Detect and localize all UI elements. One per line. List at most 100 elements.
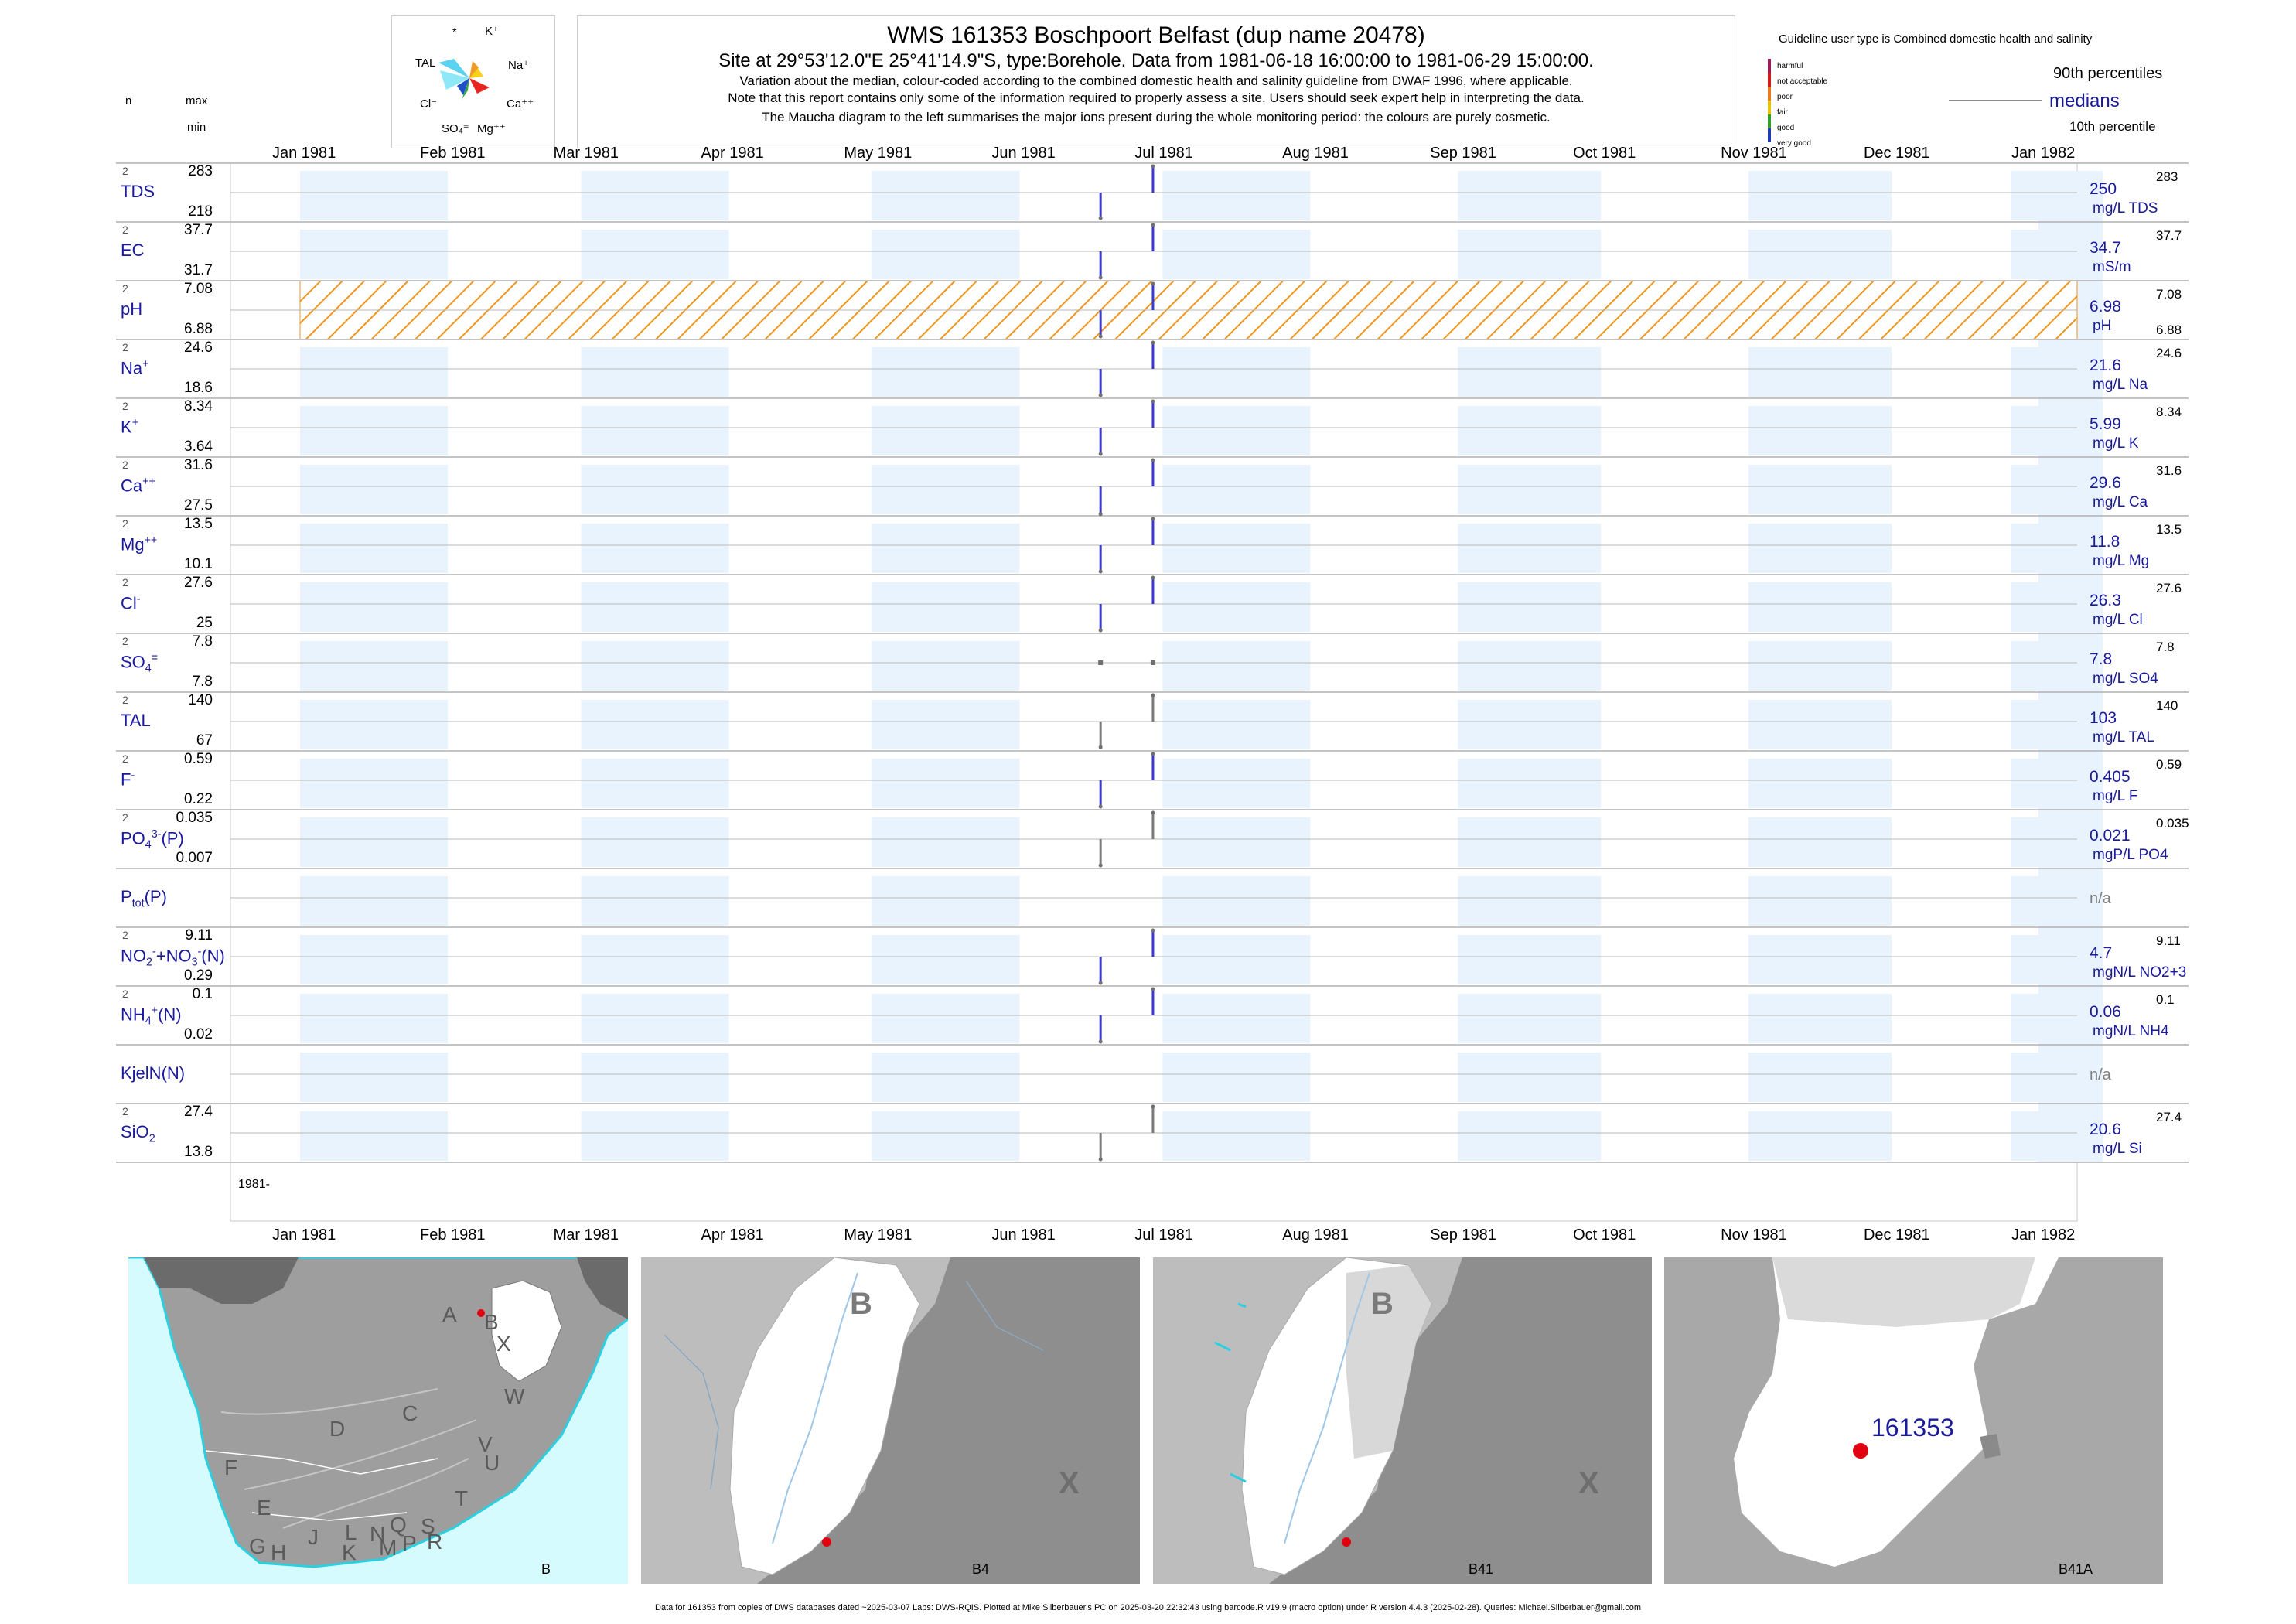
- series-unit: mgN/L NH4: [2093, 1023, 2169, 1039]
- month-shade: [2011, 230, 2077, 279]
- series-min: 13.8: [184, 1144, 213, 1160]
- series-max-right: 140: [2156, 698, 2178, 713]
- report-subtitle: Site at 29°53'12.0"E 25°41'14.9"S, type:…: [718, 50, 1594, 71]
- series-unit: mg/L TAL: [2093, 729, 2154, 745]
- month-shade: [872, 465, 1020, 514]
- panel-label: Ptot(P): [121, 887, 167, 910]
- series-min: 0.29: [184, 967, 213, 984]
- series-min: 10.1: [184, 556, 213, 572]
- series-max-right: 7.8: [2156, 640, 2175, 654]
- map3-caption: B41: [1469, 1561, 1494, 1577]
- map3-letter-x: X: [1578, 1466, 1599, 1500]
- month-shade: [1748, 582, 1892, 632]
- series-median: 34.7: [2090, 239, 2121, 257]
- series-median: 0.021: [2090, 827, 2131, 844]
- sample-point: [1098, 660, 1104, 665]
- month-shade: [581, 700, 729, 749]
- month-shade: [300, 700, 449, 749]
- month-shade: [2011, 994, 2077, 1043]
- series-median: 250: [2090, 180, 2117, 198]
- series-median: 21.6: [2090, 357, 2121, 374]
- map-b4: B X B4: [641, 1257, 1140, 1584]
- series-max-right: 24.6: [2156, 346, 2182, 360]
- sample-point: [1151, 693, 1155, 698]
- series-max: 7.08: [184, 281, 213, 297]
- map-region-letter: T: [455, 1486, 469, 1510]
- map1-caption: B: [541, 1561, 551, 1577]
- month-shade: [581, 817, 729, 867]
- month-shade: [1162, 347, 1311, 397]
- panel-label: NO2-+NO3-(N): [121, 946, 225, 969]
- panel-label: F-: [121, 769, 135, 790]
- legend-color-5: [1768, 128, 1771, 142]
- panel-label: KjelN(N): [121, 1063, 186, 1083]
- legend-colorbar: [1768, 59, 1771, 142]
- series-unit: mg/L K: [2093, 435, 2139, 452]
- map-region-letter: X: [496, 1332, 511, 1356]
- series-max: 31.6: [184, 457, 213, 473]
- map-region-letter: H: [271, 1540, 287, 1564]
- month-label-top: Nov 1981: [1721, 145, 1787, 162]
- month-label-bottom: Dec 1981: [1863, 1227, 1930, 1244]
- month-shade: [300, 817, 449, 867]
- series-max-right: 27.4: [2156, 1110, 2182, 1124]
- sample-point: [1098, 216, 1103, 220]
- report-note-3: The Maucha diagram to the left summarise…: [762, 110, 1551, 125]
- month-label-bottom: Jun 1981: [991, 1227, 1056, 1244]
- series-median: 103: [2090, 709, 2117, 727]
- sample-point: [1098, 981, 1103, 985]
- month-shade: [1458, 1111, 1602, 1161]
- series-max-right: 9.11: [2156, 933, 2181, 948]
- month-shade: [581, 171, 729, 220]
- month-shade: [1458, 759, 1602, 808]
- month-shade: [581, 1053, 729, 1102]
- month-label-top: Jul 1981: [1134, 145, 1193, 162]
- month-shade: [300, 1111, 449, 1161]
- sample-point: [1098, 1039, 1103, 1044]
- header-min: min: [187, 121, 206, 134]
- month-label-top: Apr 1981: [701, 145, 764, 162]
- map-region-letter: F: [224, 1455, 238, 1479]
- legend-medians: medians: [2049, 90, 2120, 111]
- month-shade: [1162, 1053, 1311, 1102]
- legend-median-line: [1949, 100, 2042, 101]
- sample-count: 2: [122, 1105, 128, 1117]
- panel-label: SiO2: [121, 1122, 155, 1145]
- sample-point: [1151, 164, 1155, 169]
- month-shade: [581, 759, 729, 808]
- month-shade: [1748, 1053, 1892, 1102]
- month-label-bottom: Jul 1981: [1134, 1227, 1193, 1244]
- month-label-bottom: Mar 1981: [553, 1227, 619, 1244]
- month-shade: [872, 406, 1020, 455]
- panel-label: Cl-: [121, 593, 141, 613]
- series-min: 31.7: [184, 262, 213, 278]
- report-note-1: Variation about the median, colour-coded…: [739, 73, 1573, 88]
- series-unit: mgN/L NO2+3: [2093, 964, 2187, 981]
- map-region-letter: N: [370, 1522, 386, 1546]
- month-shade: [1748, 406, 1892, 455]
- month-shade: [872, 1053, 1020, 1102]
- legend-class-label: good: [1777, 124, 1795, 132]
- panel-label: TDS: [121, 182, 155, 201]
- month-shade: [1162, 994, 1311, 1043]
- series-max-right: 13.5: [2156, 522, 2182, 537]
- series-median: 0.06: [2090, 1003, 2121, 1021]
- month-shade: [2011, 759, 2077, 808]
- report-note-2: Note that this report contains only some…: [728, 90, 1585, 105]
- month-shade: [1748, 700, 1892, 749]
- map4-caption: B41A: [2059, 1561, 2093, 1577]
- month-shade: [1162, 641, 1311, 691]
- month-shade: [581, 876, 729, 926]
- map-south-africa-svg: [128, 1257, 628, 1568]
- legend-class-label: harmful: [1777, 62, 1803, 70]
- sample-point: [1151, 575, 1155, 580]
- sample-count: 2: [122, 223, 128, 236]
- month-shade: [2011, 641, 2077, 691]
- month-shade: [2011, 1053, 2077, 1102]
- sample-point: [1098, 1157, 1103, 1162]
- series-max: 7.8: [192, 633, 213, 650]
- series-max: 8.34: [184, 398, 213, 415]
- legend-color-1: [1768, 73, 1771, 87]
- month-shade: [872, 347, 1020, 397]
- footer-credits: Data for 161353 from copies of DWS datab…: [655, 1603, 1641, 1612]
